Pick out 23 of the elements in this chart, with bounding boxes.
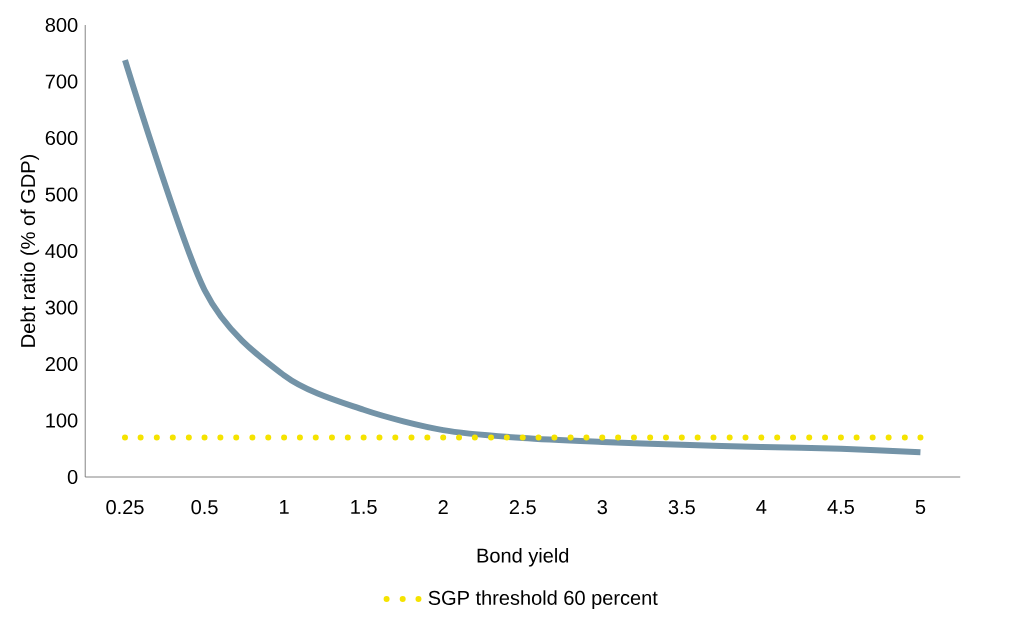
y-tick-label: 0 [67,469,78,485]
y-axis-title: Debt ratio (% of GDP) [20,155,40,347]
x-tick-label: 4 [756,500,767,514]
y-tick-label: 500 [45,187,78,202]
y-tick-label: 800 [45,17,78,33]
y-tick-label: 200 [45,356,78,372]
x-tick-label: 3 [597,500,607,515]
x-axis-title: Bond yield [477,547,569,567]
x-tick-label: 2.5 [509,500,536,515]
x-tick-label: 1 [280,500,289,514]
x-tick-label: 1.5 [351,500,377,515]
y-tick-label: 600 [45,130,78,146]
y-tick-label: 400 [45,243,78,259]
x-tick-label: 5 [915,500,926,515]
x-tick-label: 2 [438,500,448,515]
x-tick-label: 3.5 [668,500,695,515]
legend-label: SGP threshold 60 percent [428,590,658,609]
x-tick-label: 0.25 [106,500,144,515]
y-tick-label: 700 [45,74,78,89]
x-tick-label: 4.5 [827,500,854,515]
y-tick-label: 100 [46,413,78,428]
y-tick-label: 300 [45,300,78,315]
x-tick-label: 0.5 [191,500,218,515]
